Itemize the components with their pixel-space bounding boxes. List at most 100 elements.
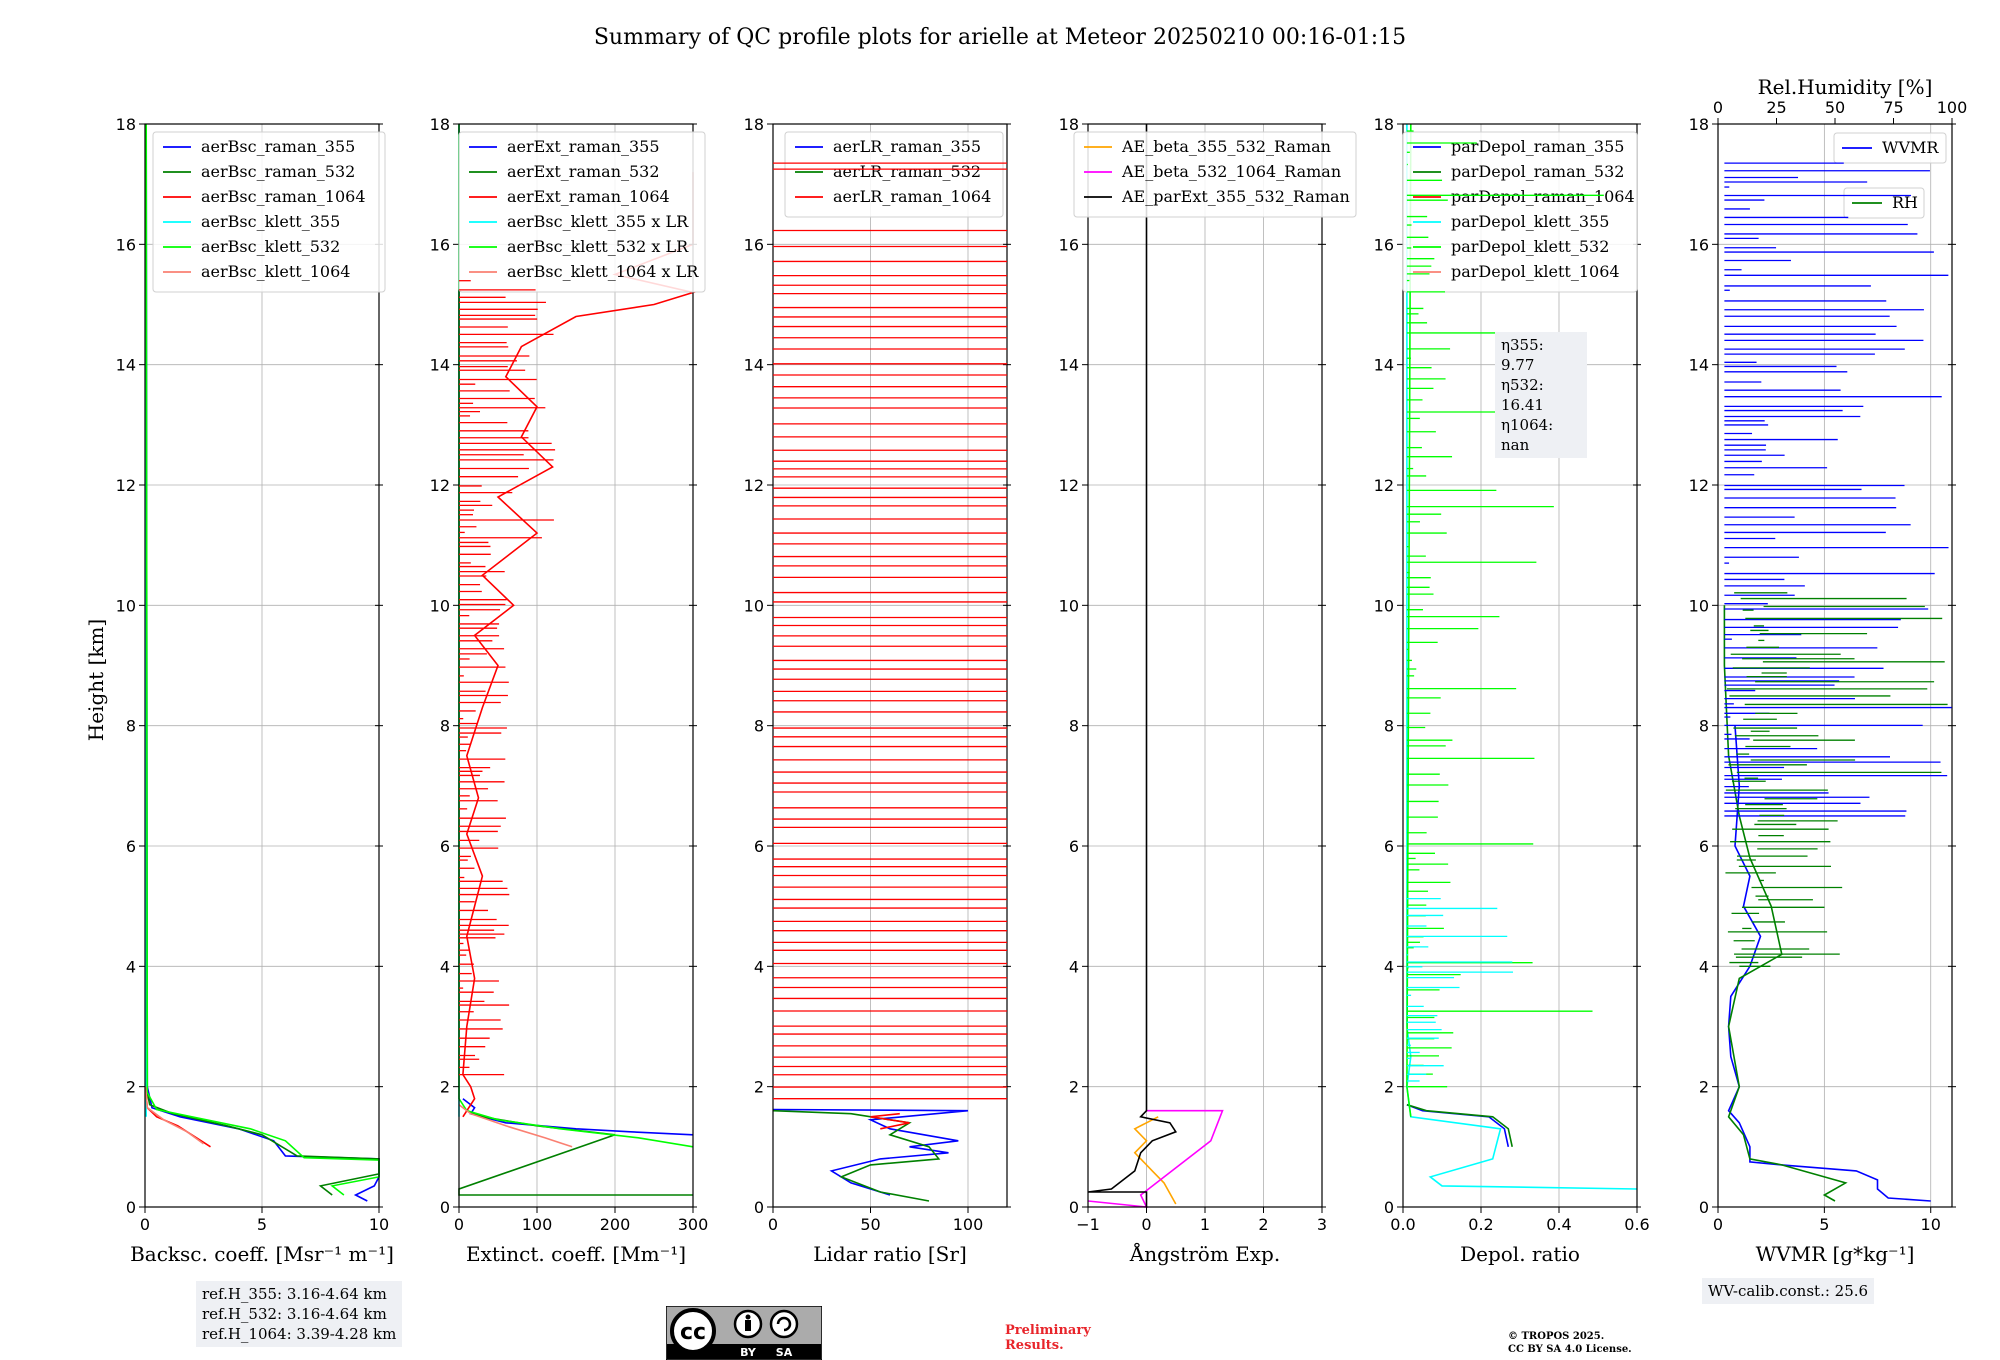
legend-label: AE_beta_355_532_Raman: [1121, 137, 1331, 156]
y-tick-label: 18: [1374, 115, 1394, 134]
series-line: [870, 1112, 910, 1130]
x-tick-label: 0: [454, 1215, 464, 1234]
y-tick-label: 2: [440, 1078, 450, 1097]
series-line: [458, 1109, 693, 1196]
x-tick-label: 0.4: [1546, 1215, 1571, 1234]
x-tick-label: 300: [678, 1215, 709, 1234]
y-tick-label: 10: [744, 596, 764, 615]
y-tick-label: 12: [1374, 476, 1394, 495]
copyright-line-1: © TROPOS 2025.: [1508, 1331, 1605, 1342]
x-tick-label: 10: [1921, 1215, 1941, 1234]
y-tick-label: 4: [754, 957, 764, 976]
y-tick-label: 18: [1059, 115, 1079, 134]
y-tick-label: 12: [1689, 476, 1709, 495]
sa-text: SA: [776, 1346, 793, 1359]
x-axis-label: Backsc. coeff. [Msr⁻¹ m⁻¹]: [130, 1242, 394, 1266]
y-tick-label: 12: [744, 476, 764, 495]
x-tick-label: 100: [522, 1215, 553, 1234]
x-tick-label: 0.2: [1468, 1215, 1493, 1234]
y-tick-label: 6: [1699, 837, 1709, 856]
y-tick-label: 0: [1384, 1198, 1394, 1217]
series-line: [1087, 124, 1178, 1207]
y-tick-label: 12: [116, 476, 136, 495]
x-axis-label: WVMR [g*kg⁻¹]: [1756, 1242, 1915, 1266]
x-tick-label: 1: [1200, 1215, 1210, 1234]
copyright-note: © TROPOS 2025. CC BY SA 4.0 License.: [1508, 1330, 1632, 1356]
legend-label: parDepol_raman_532: [1451, 162, 1624, 181]
y-tick-label: 4: [1069, 957, 1079, 976]
y-tick-label: 0: [440, 1198, 450, 1217]
legend-box: [1073, 131, 1357, 218]
ref-height-1064: ref.H_1064: 3.39-4.28 km: [202, 1325, 397, 1343]
legend-label: aerBsc_raman_355: [201, 137, 355, 156]
series-line: [144, 1086, 204, 1145]
axes-frame: [772, 123, 1008, 1208]
x-tick-label: 0: [1141, 1215, 1151, 1234]
y-tick-label: 10: [1374, 596, 1394, 615]
y-tick-label: 8: [1069, 717, 1079, 736]
y-tick-label: 14: [430, 356, 450, 375]
x-tick-label: 0: [1713, 1215, 1723, 1234]
legend-label: aerBsc_klett_532 x LR: [507, 237, 689, 256]
panel-2: 0 50 100 0 2 4 6 8 10 12 14 16 18 Lidar ratio [Sr] aer…: [744, 115, 1011, 1266]
y-tick-label: 2: [1699, 1078, 1709, 1097]
y-tick-label: 16: [1374, 235, 1394, 254]
y-tick-label: 14: [1374, 356, 1394, 375]
top-tick-label: 50: [1825, 98, 1845, 117]
legend-box: [1402, 131, 1638, 293]
legend-label: aerBsc_klett_1064: [201, 262, 350, 281]
by-text: BY: [740, 1346, 757, 1359]
legend-box: [784, 131, 1004, 218]
y-tick-label: 18: [1689, 115, 1709, 134]
noise-lines-1: [459, 280, 556, 1076]
legend-label: aerLR_raman_532: [833, 162, 981, 181]
sa-icon: [776, 1316, 792, 1332]
eta-532: η532: 16.41: [1501, 376, 1544, 414]
legend-label: aerBsc_klett_1064 x LR: [507, 262, 699, 281]
y-tick-label: 16: [116, 235, 136, 254]
y-tick-label: 8: [440, 717, 450, 736]
legend-label: AE_beta_532_1064_Raman: [1121, 162, 1341, 181]
x-axis-label: Depol. ratio: [1460, 1242, 1580, 1266]
x-tick-label: 0.0: [1390, 1215, 1415, 1234]
x-tick-label: 5: [257, 1215, 267, 1234]
y-tick-label: 16: [1689, 235, 1709, 254]
y-tick-label: 2: [754, 1078, 764, 1097]
legend-label: parDepol_klett_532: [1451, 237, 1609, 256]
legend-label: RH: [1892, 193, 1918, 212]
x-tick-label: 100: [953, 1215, 984, 1234]
noise-lines-5: [1724, 162, 1952, 817]
legend-label: aerBsc_klett_532: [201, 237, 340, 256]
y-tick-label: 2: [1069, 1078, 1079, 1097]
y-tick-label: 0: [1699, 1198, 1709, 1217]
y-tick-label: 18: [430, 115, 450, 134]
legend-box: [152, 131, 386, 293]
y-tick-label: 4: [126, 957, 136, 976]
y-tick-label: 2: [1384, 1078, 1394, 1097]
copyright-line-2: CC BY SA 4.0 License.: [1508, 1344, 1632, 1355]
preliminary-line-2: Results.: [1005, 1338, 1064, 1353]
legend-label: parDepol_klett_355: [1451, 212, 1609, 231]
noise-lines-5: [1725, 592, 1948, 967]
y-tick-label: 10: [430, 596, 450, 615]
x-tick-label: −1: [1076, 1215, 1100, 1234]
x-axis-label: Extinct. coeff. [Mm⁻¹]: [466, 1242, 686, 1266]
legend-box: [458, 131, 706, 293]
series-line: [462, 172, 697, 1118]
series-line: [1133, 1116, 1177, 1205]
panel-1: 0 100 200 300 0 2 4 6 8 10 12 14 16 18 Extinct. coeff.…: [430, 115, 709, 1266]
series-line: [1406, 1103, 1510, 1147]
series-line: [1406, 1103, 1513, 1147]
y-tick-label: 4: [1384, 957, 1394, 976]
y-tick-label: 0: [1069, 1198, 1079, 1217]
y-tick-label: 8: [754, 717, 764, 736]
y-tick-label: 16: [430, 235, 450, 254]
series-line: [145, 123, 380, 1196]
y-tick-label: 12: [430, 476, 450, 495]
y-tick-label: 2: [126, 1078, 136, 1097]
y-tick-label: 6: [754, 837, 764, 856]
eta-1064: η1064: nan: [1501, 416, 1554, 454]
eta-355: η355: 9.77: [1501, 336, 1544, 374]
